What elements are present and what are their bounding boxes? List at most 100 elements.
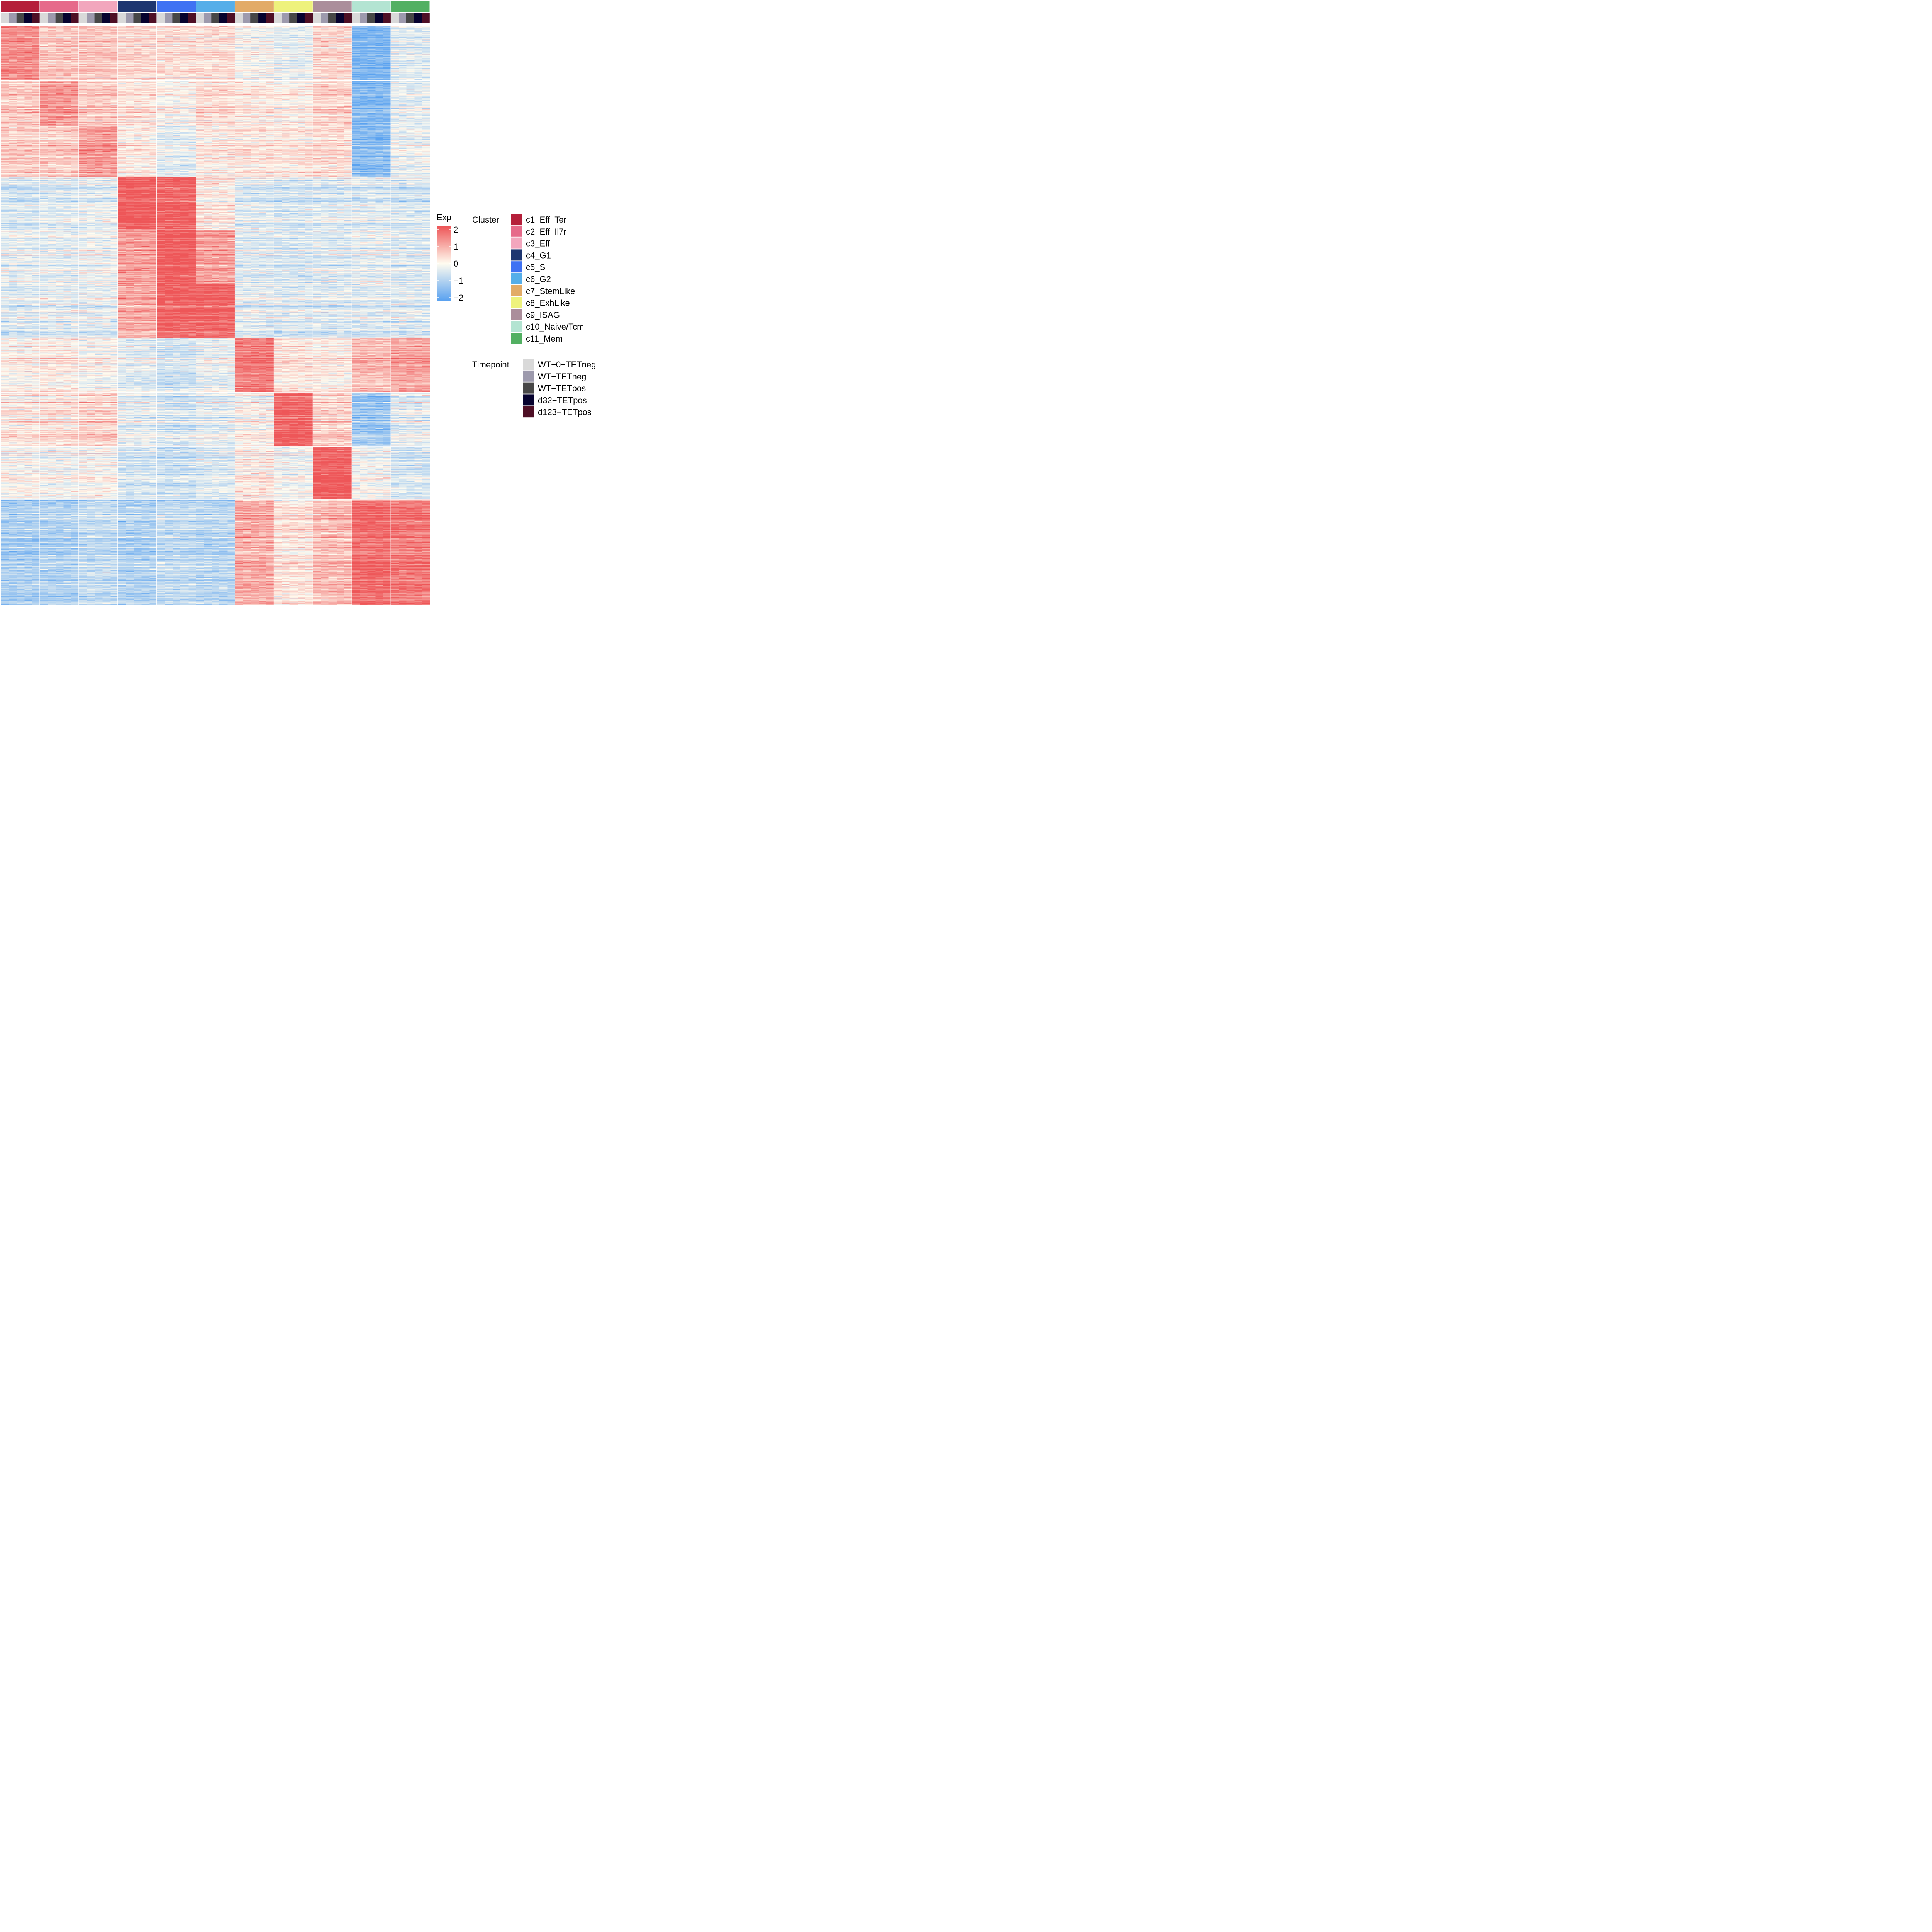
cluster-annotation-cell xyxy=(274,1,313,12)
cluster-legend-swatch xyxy=(511,237,522,249)
cluster-legend-swatch xyxy=(511,225,522,237)
color-scale-bar xyxy=(437,226,451,301)
cluster-legend-label: c8_ExhLike xyxy=(526,298,570,308)
timepoint-annotation-cell xyxy=(265,13,274,23)
timepoint-annotation-bar xyxy=(1,13,430,23)
timepoint-annotation-cell xyxy=(16,13,24,23)
timepoint-annotation-cell xyxy=(40,13,48,23)
timepoint-annotation-cell xyxy=(297,13,305,23)
cluster-legend-label: c2_Eff_Il7r xyxy=(526,227,566,236)
timepoint-annotation-cell xyxy=(172,13,180,23)
cluster-annotation-cell xyxy=(196,1,235,12)
timepoint-annotation-cell xyxy=(165,13,173,23)
timepoint-annotation-cell xyxy=(344,13,352,23)
timepoint-annotation-cell xyxy=(422,13,430,23)
heatmap-figure: Exp 2 1 0 −1 −2 Cluster c1_Eff_Ter c2_Eff_Il7… xyxy=(1,1,596,605)
cluster-legend-label: c7_StemLike xyxy=(526,286,575,296)
timepoint-annotation-cell xyxy=(352,13,360,23)
timepoint-annotation-cell xyxy=(118,13,126,23)
timepoint-legend-swatch xyxy=(523,359,534,370)
timepoint-annotation-cell xyxy=(149,13,157,23)
timepoint-annotation-cell xyxy=(180,13,188,23)
color-scale-tick-label: 2 xyxy=(454,225,458,235)
timepoint-annotation-cell xyxy=(367,13,376,23)
cluster-legend-label: c5_S xyxy=(526,262,545,272)
timepoint-annotation-cell xyxy=(126,13,134,23)
timepoint-annotation-cell xyxy=(258,13,266,23)
timepoint-annotation-cell xyxy=(360,13,368,23)
timepoint-annotation-cell xyxy=(133,13,141,23)
cluster-legend-label: c6_G2 xyxy=(526,274,551,284)
cluster-legend-swatch xyxy=(511,214,522,225)
timepoint-annotation-cell xyxy=(414,13,422,23)
timepoint-annotation-cell xyxy=(375,13,383,23)
cluster-legend-swatch xyxy=(511,297,522,308)
timepoint-annotation-cell xyxy=(219,13,227,23)
timepoint-annotation-cell xyxy=(398,13,407,23)
cluster-legend-title: Cluster xyxy=(472,215,499,224)
cluster-legend-label: c11_Mem xyxy=(526,334,563,344)
timepoint-legend: Timepoint WT−0−TETneg WT−TETneg WT−TETpos d… xyxy=(472,359,596,418)
timepoint-annotation-cell xyxy=(204,13,212,23)
timepoint-annotation-cell xyxy=(1,13,9,23)
timepoint-annotation-cell xyxy=(406,13,415,23)
timepoint-annotation-cell xyxy=(157,13,165,23)
timepoint-annotation-cell xyxy=(110,13,118,23)
timepoint-annotation-cell xyxy=(383,13,391,23)
cluster-annotation-cell xyxy=(391,1,430,12)
cluster-annotation-cell xyxy=(40,1,79,12)
timepoint-legend-label: d123−TETpos xyxy=(538,407,592,417)
timepoint-annotation-cell xyxy=(391,13,399,23)
timepoint-annotation-cell xyxy=(289,13,298,23)
cluster-annotation-cell xyxy=(313,1,352,12)
timepoint-annotation-cell xyxy=(336,13,344,23)
timepoint-legend-items: WT−0−TETneg WT−TETneg WT−TETpos d32−TETpos d… xyxy=(523,359,596,418)
timepoint-annotation-cell xyxy=(235,13,243,23)
timepoint-annotation-cell xyxy=(55,13,63,23)
color-scale-ticks: 2 1 0 −1 −2 xyxy=(437,225,463,303)
timepoint-annotation-cell xyxy=(24,13,32,23)
timepoint-legend-label: WT−TETpos xyxy=(538,384,586,393)
timepoint-annotation-cell xyxy=(304,13,313,23)
color-scale-legend: Exp 2 1 0 −1 −2 xyxy=(437,213,463,303)
timepoint-annotation-cell xyxy=(102,13,110,23)
cluster-legend-label: c3_Eff xyxy=(526,239,550,248)
cluster-legend-swatch xyxy=(511,249,522,261)
heatmap-body xyxy=(1,26,430,605)
cluster-annotation-cell xyxy=(79,1,118,12)
heatmap-cells xyxy=(1,26,430,605)
color-scale-tick-label: −2 xyxy=(454,293,463,303)
timepoint-annotation-cell xyxy=(9,13,17,23)
timepoint-annotation-cell xyxy=(87,13,95,23)
timepoint-annotation-cell xyxy=(63,13,71,23)
timepoint-legend-swatch xyxy=(523,382,534,394)
cluster-legend-swatch xyxy=(511,273,522,284)
timepoint-annotation-cell xyxy=(250,13,259,23)
timepoint-legend-label: WT−TETneg xyxy=(538,372,586,381)
cluster-annotation-cell xyxy=(235,1,274,12)
timepoint-annotation-cell xyxy=(313,13,321,23)
cluster-legend-swatch xyxy=(511,285,522,296)
timepoint-annotation-cell xyxy=(196,13,204,23)
timepoint-annotation-cell xyxy=(328,13,337,23)
cluster-legend-label: c1_Eff_Ter xyxy=(526,215,566,224)
cluster-legend-swatch xyxy=(511,333,522,344)
timepoint-annotation-cell xyxy=(274,13,282,23)
cluster-legend: Cluster c1_Eff_Ter c2_Eff_Il7r c3_Eff c4_G1… xyxy=(472,214,584,344)
cluster-legend-label: c4_G1 xyxy=(526,250,551,260)
color-scale-title: Exp xyxy=(437,213,451,222)
cluster-legend-swatch xyxy=(511,321,522,332)
timepoint-annotation-cell xyxy=(321,13,329,23)
timepoint-annotation-cell xyxy=(79,13,87,23)
cluster-annotation-cell xyxy=(157,1,196,12)
timepoint-annotation-cell xyxy=(188,13,196,23)
timepoint-legend-swatch xyxy=(523,406,534,418)
timepoint-legend-label: d32−TETpos xyxy=(538,395,587,405)
timepoint-annotation-cell xyxy=(141,13,149,23)
color-scale-tick-label: 0 xyxy=(454,259,458,269)
cluster-annotation-cell xyxy=(352,1,391,12)
timepoint-annotation-cell xyxy=(71,13,79,23)
timepoint-legend-label: WT−0−TETneg xyxy=(538,360,596,369)
heatmap-gaps xyxy=(1,26,430,605)
timepoint-annotation-cell xyxy=(48,13,56,23)
